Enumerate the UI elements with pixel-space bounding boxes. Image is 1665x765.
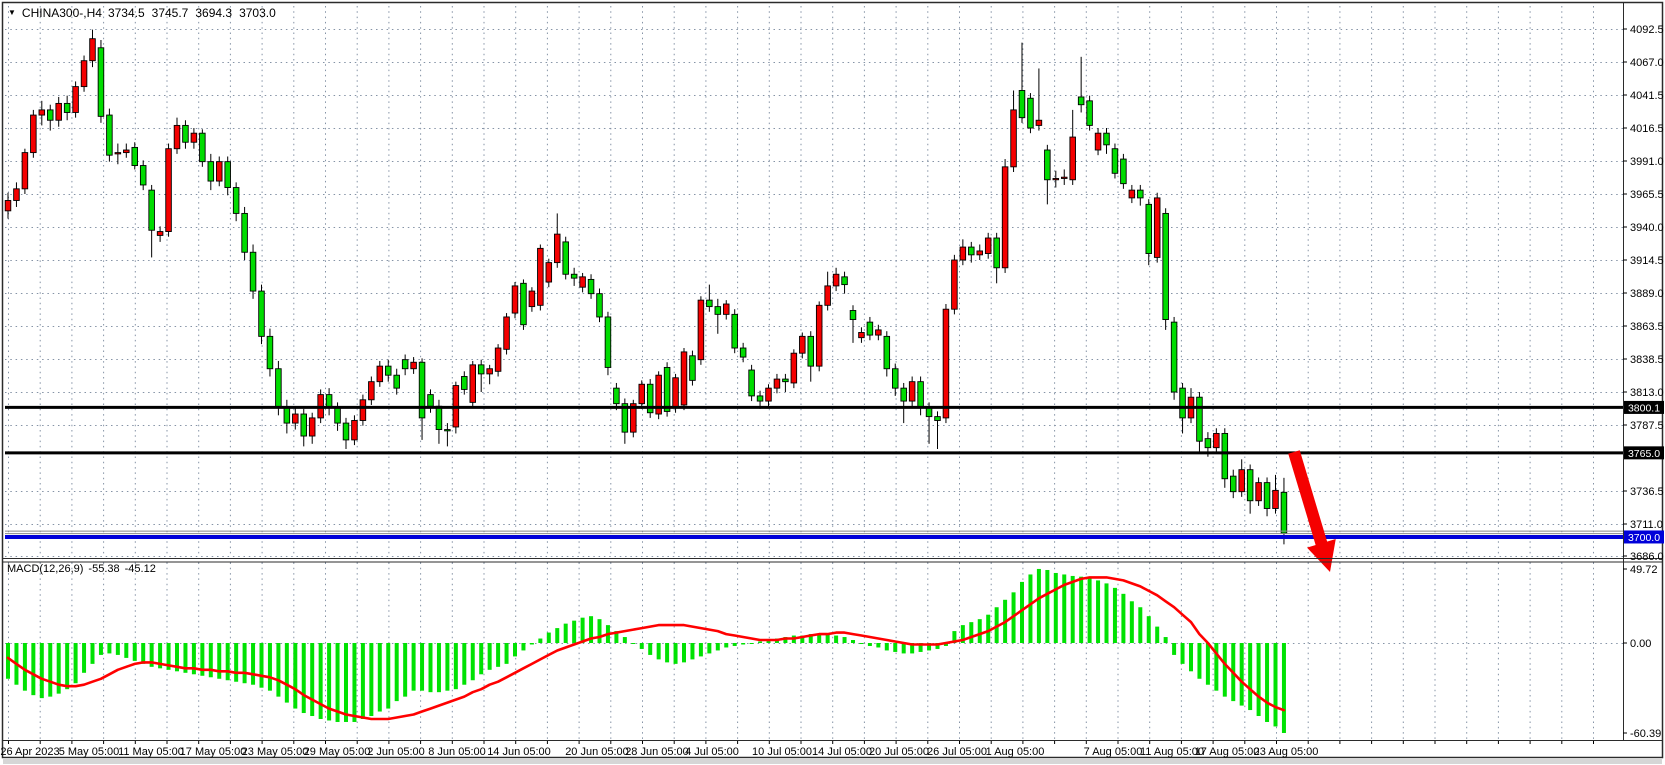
svg-text:26 Jul 05:00: 26 Jul 05:00 xyxy=(927,746,987,758)
symbol-timeframe-label: CHINA300-,H4 xyxy=(21,6,102,20)
macd-name: MACD(12,26,9) xyxy=(7,563,84,575)
close-value: 3703.0 xyxy=(239,6,276,20)
svg-text:26 Apr 2023: 26 Apr 2023 xyxy=(0,746,59,758)
svg-text:14 Jun 05:00: 14 Jun 05:00 xyxy=(487,746,551,758)
svg-text:17 Aug 05:00: 17 Aug 05:00 xyxy=(1195,746,1260,758)
price-axis[interactable]: 4092.5 4067.0 4041.5 4016.5 3991.0 3965.5 3940… xyxy=(1623,24,1664,740)
dropdown-triangle-icon[interactable]: ▼ xyxy=(8,8,16,17)
svg-text:3914.5: 3914.5 xyxy=(1630,255,1664,267)
svg-text:14 Jul 05:00: 14 Jul 05:00 xyxy=(812,746,872,758)
svg-text:3787.5: 3787.5 xyxy=(1630,420,1664,432)
svg-text:29 May 05:00: 29 May 05:00 xyxy=(304,746,371,758)
svg-text:23 May 05:00: 23 May 05:00 xyxy=(242,746,309,758)
svg-text:3889.0: 3889.0 xyxy=(1630,288,1664,300)
svg-text:3838.5: 3838.5 xyxy=(1630,354,1664,366)
svg-text:4 Jul 05:00: 4 Jul 05:00 xyxy=(685,746,739,758)
svg-text:-60.39: -60.39 xyxy=(1630,728,1661,740)
svg-text:3965.5: 3965.5 xyxy=(1630,189,1664,201)
macd-signal-line xyxy=(6,576,1286,721)
svg-text:10 Jul 05:00: 10 Jul 05:00 xyxy=(752,746,812,758)
open-value: 3734.5 xyxy=(107,6,145,20)
svg-text:1 Aug 05:00: 1 Aug 05:00 xyxy=(986,746,1045,758)
price-badges: 3800.1 3765.0 3700.0 xyxy=(1624,400,1664,544)
svg-text:4067.0: 4067.0 xyxy=(1630,57,1664,69)
svg-text:49.72: 49.72 xyxy=(1630,564,1658,576)
svg-text:4092.5: 4092.5 xyxy=(1630,24,1664,36)
macd-indicator-label: MACD(12,26,9) -55.38 -45.12 xyxy=(7,563,156,575)
svg-text:17 May 05:00: 17 May 05:00 xyxy=(180,746,247,758)
svg-text:3736.5: 3736.5 xyxy=(1630,486,1664,498)
svg-text:11 Aug 05:00: 11 Aug 05:00 xyxy=(1140,746,1204,758)
svg-text:3700.0: 3700.0 xyxy=(1628,532,1660,544)
svg-text:23 Aug 05:00: 23 Aug 05:00 xyxy=(1254,746,1319,758)
svg-text:4041.5: 4041.5 xyxy=(1630,90,1664,102)
svg-text:3800.1: 3800.1 xyxy=(1628,402,1660,414)
svg-text:0.00: 0.00 xyxy=(1630,638,1651,650)
svg-text:5 May 05:00: 5 May 05:00 xyxy=(59,746,120,758)
svg-text:11 May 05:00: 11 May 05:00 xyxy=(118,746,184,758)
svg-text:2 Jun 05:00: 2 Jun 05:00 xyxy=(367,746,425,758)
svg-text:3765.0: 3765.0 xyxy=(1628,448,1660,460)
horizontal-price-lines[interactable] xyxy=(5,405,1623,539)
svg-text:20 Jun 05:00: 20 Jun 05:00 xyxy=(565,746,629,758)
svg-text:8 Jun 05:00: 8 Jun 05:00 xyxy=(428,746,486,758)
down-arrow-annotation[interactable] xyxy=(1288,450,1336,572)
svg-text:20 Jul 05:00: 20 Jul 05:00 xyxy=(869,746,929,758)
svg-text:3940.0: 3940.0 xyxy=(1630,222,1664,234)
macd-signal-value: -45.12 xyxy=(124,563,156,575)
high-value: 3745.7 xyxy=(151,6,189,20)
low-value: 3694.3 xyxy=(195,6,233,20)
svg-text:3711.0: 3711.0 xyxy=(1630,519,1663,531)
svg-text:3813.0: 3813.0 xyxy=(1630,387,1664,399)
chart-title: ▼ CHINA300-,H4 3734.5 3745.7 3694.3 3703… xyxy=(8,6,276,20)
macd-current-value: -55.38 xyxy=(88,563,120,575)
svg-text:7 Aug 05:00: 7 Aug 05:00 xyxy=(1084,746,1143,758)
svg-text:28 Jun 05:00: 28 Jun 05:00 xyxy=(625,746,689,758)
ohlc-values: 3734.5 3745.7 3694.3 3703.0 xyxy=(108,6,276,20)
svg-text:3863.5: 3863.5 xyxy=(1630,321,1664,333)
svg-text:3991.0: 3991.0 xyxy=(1630,156,1664,168)
svg-text:4016.5: 4016.5 xyxy=(1630,123,1664,135)
svg-text:3686.0: 3686.0 xyxy=(1630,551,1664,563)
candlestick-series xyxy=(4,29,1288,545)
